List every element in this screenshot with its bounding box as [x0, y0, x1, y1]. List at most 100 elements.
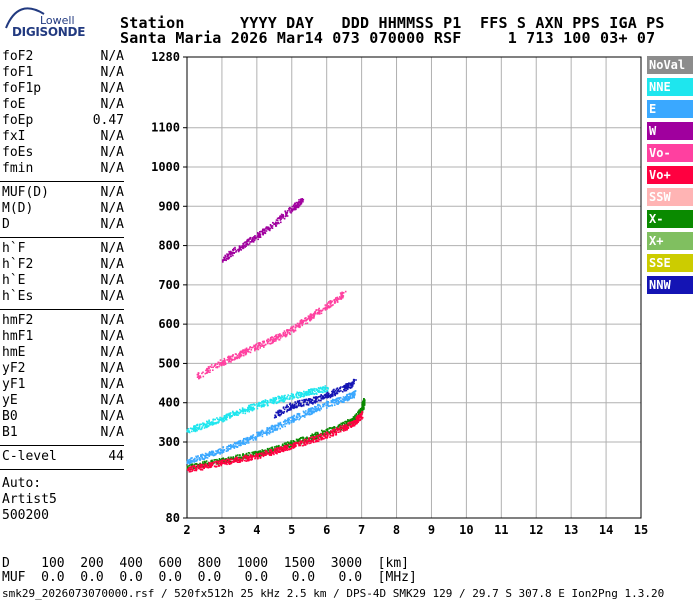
- data-point: [195, 466, 198, 468]
- data-point: [300, 416, 302, 418]
- data-point: [320, 407, 322, 409]
- data-point: [234, 356, 236, 359]
- data-point: [257, 232, 259, 235]
- data-point: [281, 395, 283, 397]
- data-point: [252, 434, 255, 436]
- data-point: [275, 416, 277, 418]
- data-point: [202, 454, 205, 456]
- data-point: [345, 395, 348, 397]
- data-point: [237, 250, 240, 253]
- data-point: [301, 321, 304, 323]
- data-point: [294, 406, 297, 409]
- data-point: [262, 452, 264, 454]
- data-point: [257, 431, 260, 434]
- data-point: [303, 440, 306, 442]
- data-point: [338, 431, 340, 433]
- x-tick-label: 6: [323, 523, 330, 537]
- data-point: [242, 440, 245, 442]
- data-point: [317, 390, 320, 392]
- data-point: [279, 447, 281, 450]
- x-tick-label: 5: [288, 523, 295, 537]
- data-point: [268, 451, 271, 454]
- data-point: [290, 326, 293, 328]
- data-point: [299, 440, 301, 443]
- param-row-b0: B0 N/A: [2, 409, 124, 425]
- data-point: [235, 410, 238, 413]
- data-point: [190, 468, 193, 471]
- data-point: [223, 258, 226, 260]
- data-point: [198, 468, 201, 470]
- data-point: [302, 393, 304, 395]
- data-point: [235, 454, 237, 457]
- data-point: [234, 246, 236, 249]
- data-point: [280, 412, 283, 415]
- data-point: [220, 362, 222, 365]
- data-point: [302, 441, 305, 444]
- data-point: [266, 434, 268, 436]
- data-point: [287, 332, 289, 334]
- data-point: [315, 431, 317, 434]
- data-point: [203, 466, 205, 468]
- data-point: [299, 443, 301, 445]
- data-point: [238, 357, 241, 359]
- data-point: [289, 207, 292, 209]
- data-point: [292, 417, 295, 419]
- data-point: [284, 423, 286, 425]
- data-point: [302, 410, 305, 413]
- data-point: [339, 297, 341, 299]
- data-point: [323, 387, 326, 389]
- data-point: [251, 455, 254, 458]
- data-point: [276, 428, 278, 431]
- data-point: [338, 400, 340, 403]
- data-point: [304, 322, 307, 325]
- data-point: [275, 397, 277, 400]
- data-point: [213, 454, 216, 456]
- data-point: [256, 404, 259, 407]
- data-point: [300, 198, 303, 200]
- auto-label: Auto:: [2, 476, 42, 491]
- data-point: [291, 403, 294, 406]
- data-point: [327, 401, 330, 404]
- data-point: [320, 312, 323, 315]
- data-point: [200, 468, 202, 470]
- data-point: [278, 339, 281, 341]
- data-point: [295, 324, 298, 327]
- data-point: [316, 437, 318, 440]
- data-point: [215, 450, 217, 452]
- data-point: [209, 365, 211, 368]
- data-point: [189, 460, 191, 463]
- data-point: [301, 323, 304, 325]
- data-point: [344, 426, 346, 428]
- data-point: [302, 319, 305, 322]
- data-point: [276, 447, 279, 449]
- param-name: h`E: [2, 273, 26, 288]
- data-point: [294, 324, 297, 326]
- data-point: [288, 209, 291, 211]
- data-point: [344, 427, 347, 430]
- data-point: [230, 444, 232, 446]
- data-point: [297, 412, 300, 415]
- data-point: [314, 432, 316, 435]
- data-point: [189, 458, 191, 461]
- data-point: [335, 398, 337, 401]
- data-point: [326, 394, 329, 397]
- data-point: [306, 436, 308, 439]
- data-point: [270, 447, 272, 449]
- series-vo-second-hop-: [196, 290, 347, 380]
- data-point: [264, 401, 266, 403]
- data-point: [317, 403, 319, 406]
- footer-muf-row: MUF 0.0 0.0 0.0 0.0 0.0 0.0 0.0 0.0 [MHz…: [2, 570, 417, 585]
- data-point: [346, 383, 349, 385]
- data-point: [244, 409, 247, 412]
- legend-item-e: E: [647, 100, 693, 118]
- data-point: [295, 394, 298, 397]
- footer-info: smk29_2026073070000.rsf / 520fx512h 25 k…: [2, 587, 665, 600]
- data-point: [361, 402, 363, 404]
- data-point: [361, 416, 364, 419]
- data-point: [337, 429, 339, 432]
- data-point: [220, 464, 222, 467]
- data-point: [310, 316, 313, 319]
- data-point: [246, 436, 249, 439]
- data-point: [316, 313, 319, 315]
- data-point: [206, 464, 209, 467]
